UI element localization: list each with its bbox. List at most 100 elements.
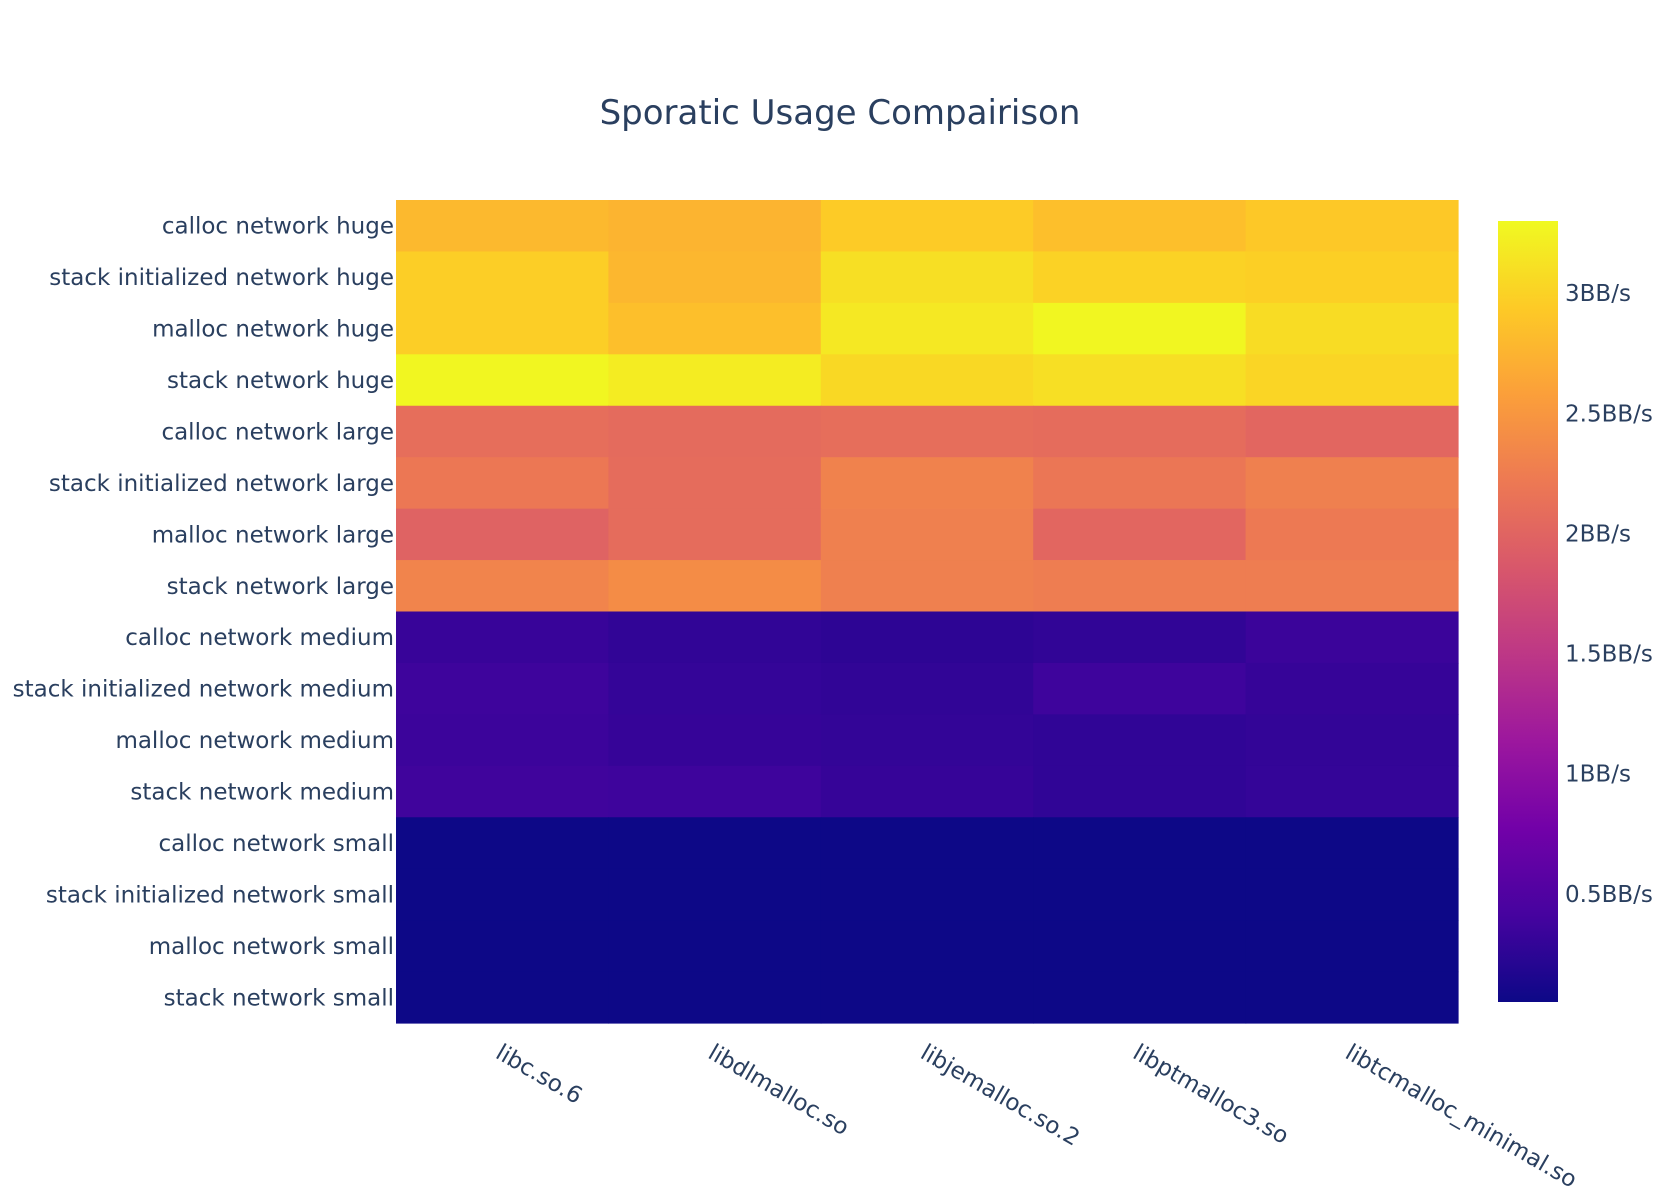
heatmap-cell [820, 200, 1034, 253]
heatmap-cell [608, 200, 822, 253]
y-axis-tick-label: stack initialized network medium [13, 677, 394, 703]
heatmap-cell [396, 920, 609, 973]
heatmap-cell [396, 868, 609, 921]
heatmap-cell [1033, 302, 1247, 355]
heatmap-cell [820, 508, 1034, 561]
x-axis-tick-label: libc.so.6 [491, 1040, 586, 1110]
heatmap-cells [396, 200, 1459, 1024]
y-axis-tick-label: malloc network small [149, 934, 394, 960]
heatmap-cell [396, 457, 609, 510]
heatmap-cell [820, 868, 1034, 921]
heatmap-cell [608, 662, 822, 715]
heatmap-cell [820, 457, 1034, 510]
heatmap-cell [396, 508, 609, 561]
heatmap-cell [1033, 662, 1247, 715]
heatmap-cell [608, 920, 822, 973]
heatmap-cell [1033, 868, 1247, 921]
colorbar-tick-label: 2.5BB/s [1565, 401, 1653, 427]
heatmap-cell [820, 560, 1034, 613]
heatmap-cell [608, 611, 822, 664]
heatmap-cell [608, 714, 822, 767]
y-axis-tick-label: calloc network medium [125, 625, 394, 651]
heatmap-cell [820, 817, 1034, 870]
y-axis-tick-labels: calloc network huge stack initialized net… [13, 214, 394, 1012]
heatmap-cell [608, 817, 822, 870]
heatmap-cell [1033, 817, 1247, 870]
heatmap-cell [608, 868, 822, 921]
heatmap-cell [396, 971, 609, 1024]
heatmap-cell [1245, 457, 1459, 510]
heatmap-cell [396, 354, 609, 407]
heatmap-cell [1245, 817, 1459, 870]
heatmap-cell [608, 971, 822, 1024]
colorbar-tick-label: 0.5BB/s [1565, 882, 1653, 908]
heatmap-cell [396, 302, 609, 355]
heatmap-cell [1033, 508, 1247, 561]
heatmap-cell [396, 714, 609, 767]
heatmap-cell [1245, 920, 1459, 973]
x-axis-tick-label: libptmalloc3.so [1128, 1040, 1293, 1150]
heatmap-cell [1245, 508, 1459, 561]
heatmap-cell [396, 405, 609, 458]
heatmap-cell [1033, 971, 1247, 1024]
heatmap-cell [1245, 251, 1459, 304]
heatmap-cell [1033, 354, 1247, 407]
y-axis-tick-label: malloc network large [152, 522, 394, 548]
y-axis-tick-label: stack network medium [130, 780, 394, 806]
heatmap-cell [1033, 560, 1247, 613]
x-axis-tick-label: libtcmalloc_minimal.so [1341, 1040, 1581, 1194]
heatmap-cell [396, 251, 609, 304]
heatmap-cell [1245, 765, 1459, 818]
heatmap-cell [608, 457, 822, 510]
chart-title: Sporatic Usage Compairison [600, 93, 1081, 133]
heatmap-cell [608, 560, 822, 613]
heatmap-cell [1033, 251, 1247, 304]
y-axis-tick-label: malloc network huge [152, 317, 394, 343]
heatmap-cell [1245, 200, 1459, 253]
heatmap-cell [820, 405, 1034, 458]
heatmap-cell [1245, 302, 1459, 355]
y-axis-tick-label: stack initialized network large [49, 471, 394, 497]
heatmap-cell [1245, 714, 1459, 767]
heatmap-cell [1033, 765, 1247, 818]
y-axis-tick-label: stack network huge [167, 368, 394, 394]
heatmap-cell [1245, 354, 1459, 407]
heatmap-cell [820, 251, 1034, 304]
heatmap-cell [820, 920, 1034, 973]
x-axis-tick-label: libjemalloc.so.2 [916, 1040, 1084, 1152]
colorbar [1498, 221, 1558, 1002]
heatmap-cell [608, 765, 822, 818]
heatmap-cell [1245, 868, 1459, 921]
heatmap-cell [820, 971, 1034, 1024]
heatmap-cell [1033, 714, 1247, 767]
x-axis-tick-labels: libc.so.6 libdlmalloc.so libjemalloc.so.2 l… [491, 1040, 1581, 1194]
colorbar-tick-label: 2BB/s [1565, 521, 1631, 547]
heatmap-cell [608, 354, 822, 407]
y-axis-tick-label: calloc network huge [162, 214, 394, 240]
heatmap-cell [820, 354, 1034, 407]
heatmap-cell [608, 405, 822, 458]
y-axis-tick-label: calloc network small [158, 831, 394, 857]
y-axis-tick-label: stack initialized network huge [49, 265, 394, 291]
colorbar-tick-label: 3BB/s [1565, 281, 1631, 307]
heatmap-cell [820, 765, 1034, 818]
x-axis-tick-label: libdlmalloc.so [704, 1040, 854, 1141]
y-axis-tick-label: calloc network large [161, 419, 394, 445]
heatmap-cell [396, 200, 609, 253]
heatmap-cell [820, 662, 1034, 715]
colorbar-tick-labels: 0.5BB/s 1BB/s 1.5BB/s 2BB/s 2.5BB/s 3BB/s [1565, 281, 1653, 908]
heatmap-cell [1245, 560, 1459, 613]
heatmap-cell [1245, 405, 1459, 458]
heatmap-cell [396, 611, 609, 664]
heatmap-cell [1033, 920, 1247, 973]
heatmap-cell [820, 714, 1034, 767]
heatmap-cell [1245, 971, 1459, 1024]
heatmap-cell [1033, 200, 1247, 253]
y-axis-tick-label: malloc network medium [115, 728, 394, 754]
heatmap-cell [1033, 611, 1247, 664]
y-axis-tick-label: stack initialized network small [46, 882, 394, 908]
y-axis-tick-label: stack network small [164, 985, 394, 1011]
heatmap-cell [396, 662, 609, 715]
